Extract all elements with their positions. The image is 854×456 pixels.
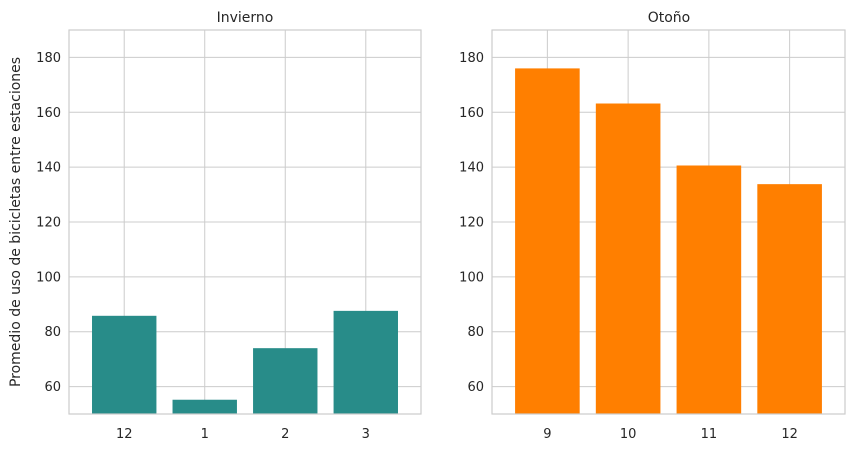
y-tick-label: 140 — [459, 161, 484, 176]
y-tick-label: 140 — [36, 161, 61, 176]
bar-2 — [253, 348, 318, 414]
chart-title: Otoño — [648, 10, 691, 26]
plot-frame — [68, 29, 422, 415]
y-tick-label: 60 — [44, 380, 61, 395]
y-tick-label: 160 — [459, 106, 484, 121]
y-tick-label: 180 — [459, 51, 484, 66]
y-tick-label: 160 — [36, 106, 61, 121]
bar-1 — [172, 399, 237, 414]
x-tick-label: 2 — [281, 427, 289, 442]
bar-12 — [757, 184, 822, 414]
grid — [69, 30, 421, 414]
x-tick-label: 12 — [116, 427, 133, 442]
chart-title: Invierno — [217, 10, 274, 26]
x-tick-label: 3 — [362, 427, 370, 442]
bar-3 — [333, 310, 398, 414]
bar-9 — [515, 68, 580, 415]
y-tick-label: 60 — [467, 380, 484, 395]
x-tick-label: 9 — [543, 427, 551, 442]
x-tick-label: 10 — [620, 427, 637, 442]
y-tick-label: 100 — [459, 270, 484, 285]
y-tick-label: 80 — [44, 325, 61, 340]
panel-otono: Otoño 60 80 100 120 140 160 180 9 10 11 12 — [459, 10, 846, 442]
y-axis-label: Promedio de uso de bicicletas entre esta… — [8, 57, 24, 387]
bar-10 — [595, 103, 661, 414]
y-tick-label: 100 — [36, 270, 61, 285]
plot-frame — [491, 29, 846, 415]
bar-12 — [92, 315, 157, 414]
x-tick-label: 11 — [701, 427, 718, 442]
y-tick-label: 120 — [36, 216, 61, 231]
y-tick-label: 120 — [459, 216, 484, 231]
bar-11 — [676, 165, 742, 414]
y-tick-label: 80 — [467, 325, 484, 340]
panel-invierno: Invierno Promedio de uso de bicicletas e… — [8, 10, 422, 442]
x-tick-label: 12 — [781, 427, 798, 442]
x-tick-label: 1 — [201, 427, 209, 442]
y-tick-label: 180 — [36, 51, 61, 66]
